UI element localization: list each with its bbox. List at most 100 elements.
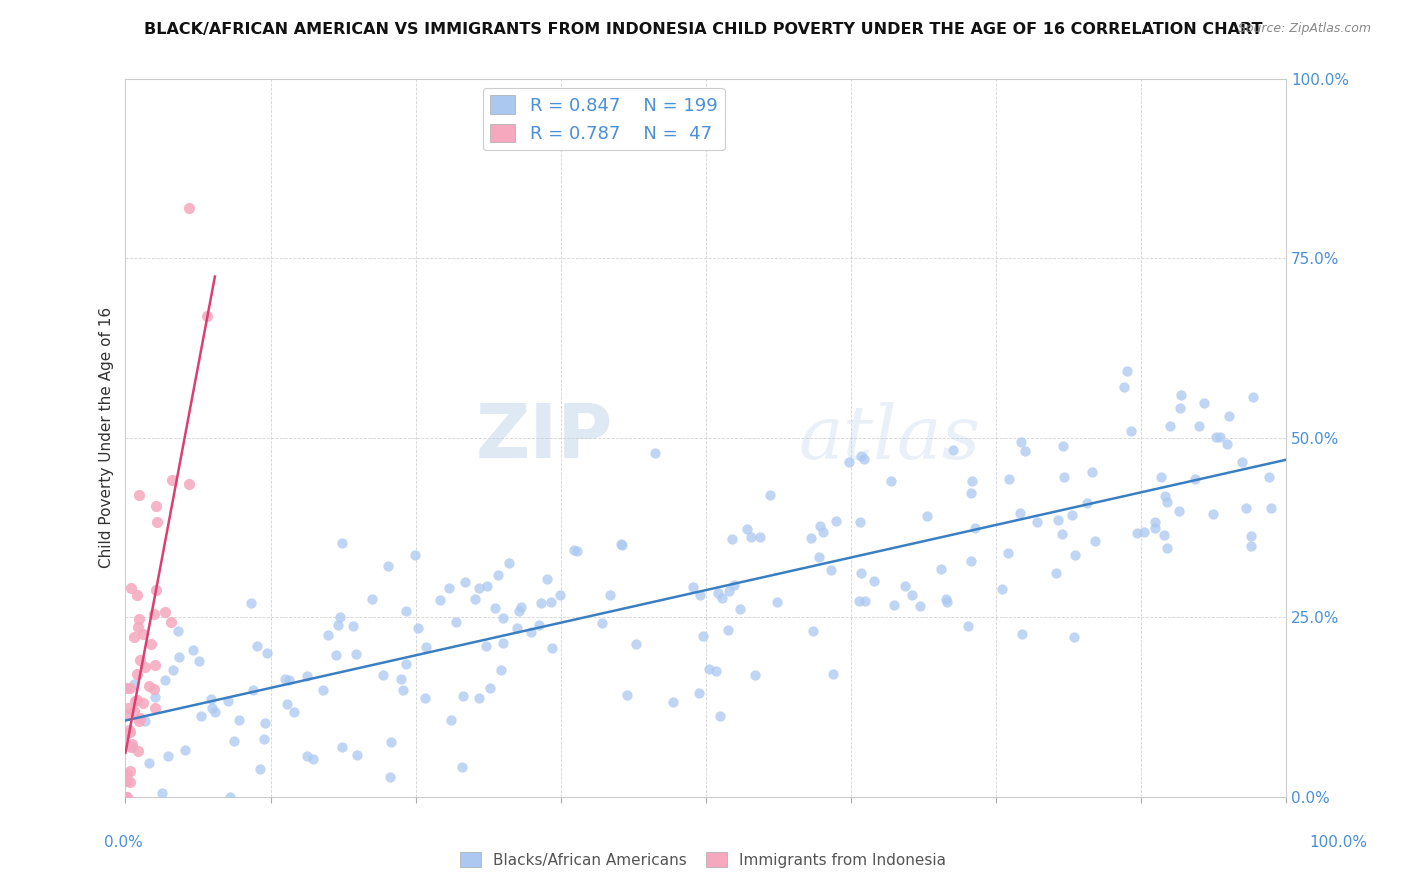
- Point: [849, 449, 872, 463]
- Point: [1258, 469, 1281, 483]
- Point: [121, 581, 143, 595]
- Point: [717, 584, 740, 599]
- Point: [143, 690, 166, 704]
- Point: [723, 577, 745, 591]
- Point: [838, 455, 860, 469]
- Point: [249, 762, 271, 776]
- Point: [917, 509, 939, 524]
- Point: [616, 688, 638, 702]
- Point: [1240, 539, 1263, 553]
- Point: [377, 559, 399, 574]
- Point: [1010, 506, 1032, 520]
- Point: [1234, 501, 1257, 516]
- Point: [1159, 418, 1181, 433]
- Point: [662, 695, 685, 709]
- Point: [1025, 516, 1047, 530]
- Point: [415, 640, 437, 654]
- Point: [848, 594, 870, 608]
- Point: [1144, 520, 1167, 534]
- Point: [389, 672, 412, 686]
- Text: Source: ZipAtlas.com: Source: ZipAtlas.com: [1237, 22, 1371, 36]
- Point: [766, 595, 789, 609]
- Point: [467, 691, 489, 706]
- Point: [1143, 515, 1166, 529]
- Point: [863, 574, 886, 588]
- Point: [1215, 437, 1237, 451]
- Point: [204, 705, 226, 719]
- Point: [253, 715, 276, 730]
- Point: [626, 637, 648, 651]
- Point: [991, 582, 1014, 596]
- Point: [998, 472, 1021, 486]
- Point: [1187, 419, 1209, 434]
- Point: [118, 681, 141, 696]
- Point: [1011, 626, 1033, 640]
- Point: [942, 443, 965, 458]
- Point: [201, 701, 224, 715]
- Point: [956, 618, 979, 632]
- Point: [301, 752, 323, 766]
- Point: [115, 789, 138, 804]
- Point: [610, 538, 633, 552]
- Point: [132, 627, 155, 641]
- Point: [959, 486, 981, 500]
- Point: [132, 696, 155, 710]
- Point: [529, 618, 551, 632]
- Point: [143, 682, 166, 697]
- Point: [1052, 526, 1074, 541]
- Point: [1240, 529, 1263, 543]
- Legend: Blacks/African Americans, Immigrants from Indonesia: Blacks/African Americans, Immigrants fro…: [454, 846, 952, 873]
- Text: ZIP: ZIP: [475, 401, 613, 475]
- Point: [380, 735, 402, 749]
- Point: [329, 610, 352, 624]
- Point: [548, 588, 571, 602]
- Point: [169, 650, 191, 665]
- Point: [444, 615, 467, 629]
- Point: [1119, 424, 1142, 438]
- Point: [1060, 508, 1083, 523]
- Point: [117, 701, 139, 715]
- Y-axis label: Child Poverty Under the Age of 16: Child Poverty Under the Age of 16: [100, 307, 114, 568]
- Point: [1045, 566, 1067, 580]
- Point: [129, 711, 152, 725]
- Point: [1241, 390, 1264, 404]
- Point: [1014, 443, 1036, 458]
- Point: [217, 694, 239, 708]
- Point: [115, 789, 138, 804]
- Point: [1150, 470, 1173, 484]
- Point: [413, 691, 436, 706]
- Point: [146, 515, 169, 529]
- Point: [1168, 401, 1191, 415]
- Point: [1184, 471, 1206, 485]
- Point: [392, 682, 415, 697]
- Point: [1052, 439, 1074, 453]
- Point: [508, 604, 530, 618]
- Point: [127, 692, 149, 706]
- Point: [378, 770, 401, 784]
- Point: [1218, 409, 1240, 424]
- Point: [1126, 525, 1149, 540]
- Point: [936, 595, 959, 609]
- Point: [1132, 524, 1154, 539]
- Point: [492, 611, 515, 625]
- Point: [489, 664, 512, 678]
- Point: [253, 732, 276, 747]
- Point: [709, 709, 731, 723]
- Point: [179, 201, 201, 215]
- Point: [1052, 470, 1074, 484]
- Point: [849, 566, 872, 581]
- Point: [540, 595, 562, 609]
- Point: [256, 647, 278, 661]
- Point: [142, 607, 165, 622]
- Point: [997, 546, 1019, 560]
- Point: [801, 624, 824, 639]
- Point: [124, 694, 146, 708]
- Point: [689, 588, 711, 602]
- Point: [200, 692, 222, 706]
- Point: [610, 537, 633, 551]
- Point: [342, 618, 364, 632]
- Point: [143, 700, 166, 714]
- Point: [935, 591, 957, 606]
- Point: [849, 515, 872, 529]
- Point: [541, 641, 564, 656]
